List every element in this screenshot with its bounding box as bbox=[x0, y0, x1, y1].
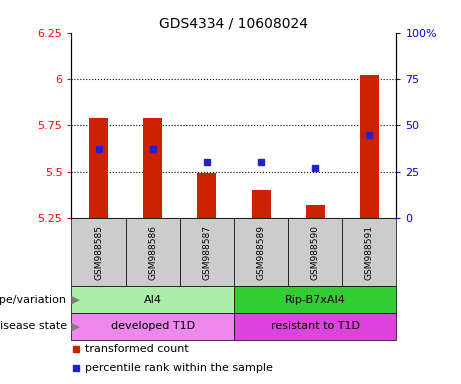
Bar bbox=[234, 313, 396, 340]
Bar bbox=[306, 205, 325, 218]
Text: genotype/variation: genotype/variation bbox=[0, 295, 67, 305]
Text: ▶: ▶ bbox=[68, 321, 80, 331]
Text: GSM988589: GSM988589 bbox=[256, 225, 266, 280]
Bar bbox=[234, 286, 396, 313]
Bar bbox=[71, 218, 125, 286]
Text: transformed count: transformed count bbox=[85, 344, 189, 354]
Text: percentile rank within the sample: percentile rank within the sample bbox=[85, 363, 273, 373]
Text: disease state: disease state bbox=[0, 321, 67, 331]
Text: GSM988590: GSM988590 bbox=[311, 225, 320, 280]
Text: GSM988587: GSM988587 bbox=[202, 225, 212, 280]
Bar bbox=[234, 218, 288, 286]
Bar bbox=[288, 218, 342, 286]
Bar bbox=[143, 118, 162, 218]
Text: resistant to T1D: resistant to T1D bbox=[271, 321, 360, 331]
Bar bbox=[252, 190, 271, 218]
Title: GDS4334 / 10608024: GDS4334 / 10608024 bbox=[160, 16, 308, 30]
Text: GSM988586: GSM988586 bbox=[148, 225, 157, 280]
Bar bbox=[125, 218, 180, 286]
Text: ▶: ▶ bbox=[68, 295, 80, 305]
Text: GSM988585: GSM988585 bbox=[94, 225, 103, 280]
Bar bbox=[71, 313, 234, 340]
Text: GSM988591: GSM988591 bbox=[365, 225, 374, 280]
Bar bbox=[342, 218, 396, 286]
Bar bbox=[180, 218, 234, 286]
Text: developed T1D: developed T1D bbox=[111, 321, 195, 331]
Bar bbox=[89, 118, 108, 218]
Text: Rip-B7xAI4: Rip-B7xAI4 bbox=[285, 295, 346, 305]
Text: AI4: AI4 bbox=[144, 295, 162, 305]
Bar bbox=[197, 174, 216, 218]
Bar bbox=[360, 75, 379, 218]
Bar bbox=[71, 286, 234, 313]
